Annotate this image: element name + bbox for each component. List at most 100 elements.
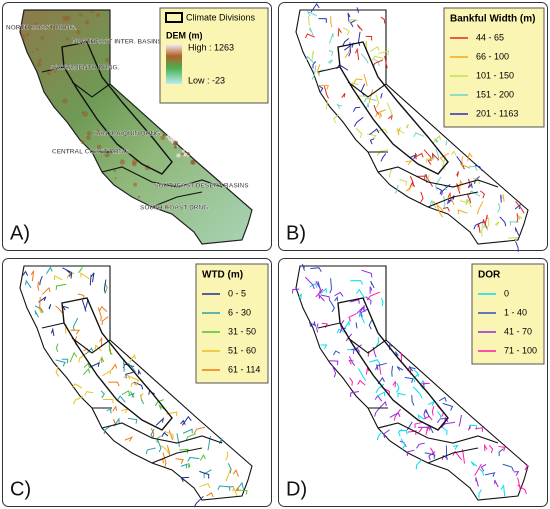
legend-label: 0 - 5: [228, 288, 246, 298]
stream: [365, 35, 373, 41]
climate-division: [61, 41, 173, 175]
stream: [108, 342, 113, 356]
stream: [376, 364, 379, 371]
stream: [467, 152, 473, 162]
legend-title: DOR: [478, 270, 501, 281]
climate-division: [101, 422, 223, 444]
stream: [130, 382, 138, 388]
stream: [432, 134, 441, 145]
region-label: NORTH COAST DRNG.: [6, 25, 77, 32]
stream: [83, 362, 90, 369]
stream: [55, 343, 59, 352]
stream: [498, 448, 504, 457]
stream: [349, 377, 353, 386]
stream: [232, 485, 238, 497]
stream: [100, 390, 105, 399]
stream: [311, 50, 314, 61]
panel-label: D): [286, 478, 307, 500]
stream: [336, 103, 343, 109]
stream: [483, 443, 488, 452]
region-label: SAN JOAQUIN DRNG.: [94, 131, 162, 138]
stream: [498, 445, 506, 452]
stream: [236, 489, 248, 495]
stream: [356, 95, 369, 101]
stream: [344, 48, 351, 58]
terrain-relief: [166, 135, 170, 139]
climate-division: [41, 66, 65, 73]
terrain-relief: [80, 140, 85, 145]
stream: [139, 392, 144, 402]
terrain-relief: [33, 22, 38, 27]
stream: [323, 86, 329, 99]
stream: [361, 269, 373, 278]
stream: [376, 337, 380, 347]
stream: [304, 276, 315, 290]
terrain-relief: [86, 135, 91, 141]
stream: [370, 45, 380, 52]
stream: [161, 431, 169, 437]
stream: [350, 280, 364, 285]
stream: [407, 430, 417, 436]
stream: [474, 176, 480, 184]
stream: [349, 19, 357, 28]
stream: [377, 376, 385, 385]
stream: [393, 408, 401, 421]
stream: [418, 426, 423, 434]
stream: [291, 288, 300, 294]
stream: [436, 410, 442, 421]
stream: [392, 381, 397, 388]
stream: [166, 445, 171, 456]
stream: [305, 55, 315, 64]
stream: [431, 406, 435, 416]
stream: [477, 201, 484, 215]
stream: [351, 347, 361, 353]
stream: [514, 203, 521, 210]
stream: [399, 179, 407, 186]
stream: [217, 485, 231, 491]
stream: [104, 282, 108, 292]
terrain-relief: [35, 48, 39, 52]
stream: [348, 356, 356, 366]
stream: [415, 459, 422, 470]
stream: [426, 158, 434, 164]
terrain-relief: [119, 159, 126, 165]
stream: [318, 292, 325, 302]
stream: [38, 296, 47, 303]
terrain-relief: [162, 133, 166, 137]
stream: [103, 399, 114, 404]
stream: [457, 209, 468, 215]
stream: [413, 369, 420, 377]
stream: [481, 222, 484, 237]
stream: [325, 100, 329, 110]
stream: [379, 112, 383, 119]
stream: [369, 286, 373, 294]
stream: [467, 178, 471, 189]
stream: [342, 27, 350, 36]
stream: [353, 116, 364, 127]
stream: [150, 427, 155, 438]
terrain-relief: [114, 177, 117, 180]
stream: [81, 299, 87, 312]
stream: [328, 50, 334, 56]
stream: [333, 350, 341, 356]
terrain-relief: [96, 12, 101, 17]
stream: [514, 227, 520, 236]
stream: [365, 103, 370, 110]
legend-label: 6 - 30: [228, 307, 251, 317]
stream: [414, 152, 417, 160]
stream: [108, 381, 120, 387]
stream: [406, 449, 415, 457]
terrain-relief: [63, 26, 68, 30]
stream: [329, 300, 336, 313]
stream: [387, 114, 393, 120]
stream: [363, 74, 368, 87]
climate-division: [377, 166, 499, 188]
stream: [394, 184, 399, 194]
stream: [502, 194, 505, 202]
stream: [411, 395, 415, 406]
stream: [378, 363, 382, 375]
stream: [439, 152, 450, 163]
stream: [509, 221, 519, 226]
terrain-relief: [46, 71, 52, 76]
